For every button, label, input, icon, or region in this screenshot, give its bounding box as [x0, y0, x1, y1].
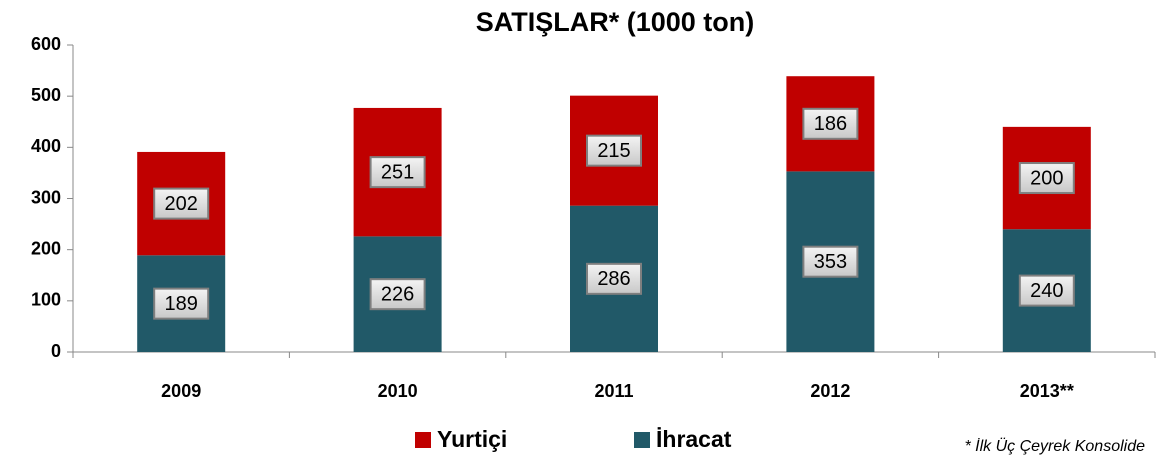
value-label-box	[802, 245, 859, 278]
value-label-box	[369, 278, 426, 311]
y-tick-label: 200	[31, 238, 61, 258]
value-label-box	[369, 156, 426, 189]
value-label: 240	[1030, 280, 1063, 302]
x-tick-label: 2011	[594, 381, 633, 401]
legend-swatch	[634, 432, 650, 448]
value-label-box	[1018, 274, 1075, 307]
chart-title: SATIŞLAR* (1000 ton)	[476, 7, 755, 37]
value-label-box	[153, 287, 210, 320]
value-label-box	[1018, 162, 1075, 195]
value-label: 353	[814, 251, 847, 273]
y-tick-label: 600	[31, 34, 61, 54]
value-label: 215	[597, 140, 630, 162]
value-label: 186	[814, 113, 847, 135]
value-label: 286	[597, 268, 630, 290]
y-tick-label: 0	[51, 341, 61, 361]
y-tick-label: 300	[31, 187, 61, 207]
footnote: * İlk Üç Çeyrek Konsolide	[964, 436, 1145, 455]
legend-label: Yurtiçi	[437, 426, 507, 452]
value-label-box	[586, 262, 642, 295]
legend-swatch	[415, 432, 431, 448]
value-label: 202	[165, 193, 198, 215]
value-label: 251	[381, 161, 414, 183]
y-tick-label: 500	[31, 85, 61, 105]
value-label-box	[153, 187, 210, 220]
value-label-box	[586, 134, 642, 167]
value-label: 226	[381, 283, 414, 305]
x-tick-label: 2010	[378, 381, 418, 401]
y-tick-label: 400	[31, 136, 61, 156]
legend-label: İhracat	[656, 426, 732, 452]
x-tick-label: 2013**	[1020, 381, 1074, 401]
value-label-box	[802, 107, 859, 140]
x-tick-label: 2009	[161, 381, 201, 401]
x-tick-label: 2012	[810, 381, 850, 401]
value-label: 200	[1030, 167, 1063, 189]
value-label: 189	[165, 293, 198, 315]
y-tick-label: 100	[31, 290, 61, 310]
